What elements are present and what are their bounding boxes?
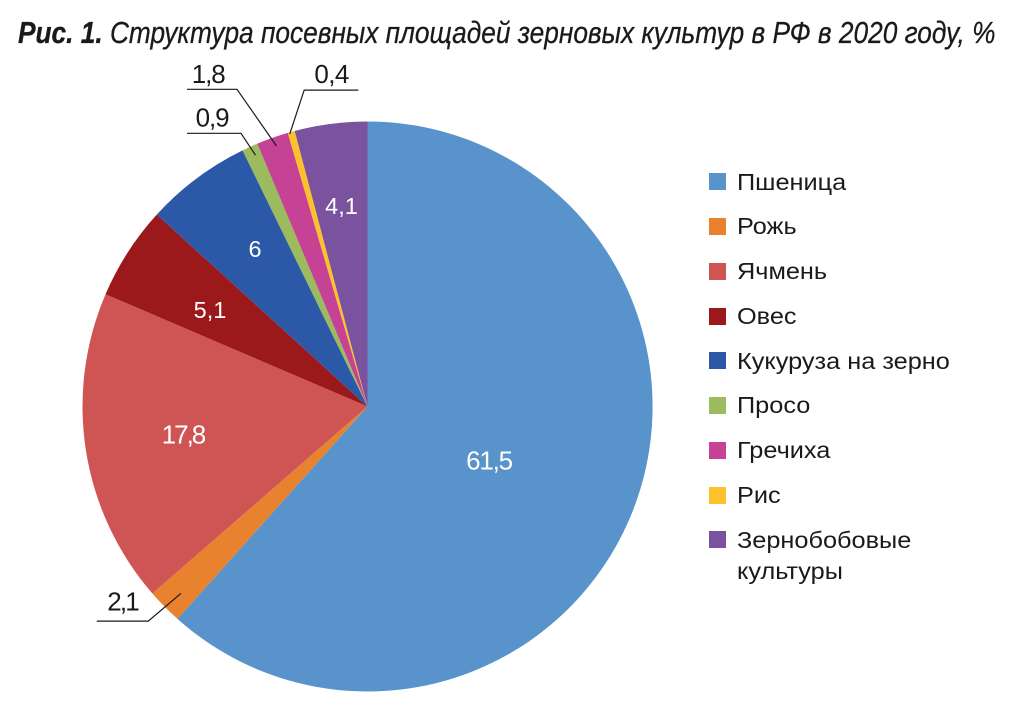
svg-text:6: 6 (248, 236, 261, 262)
svg-text:4,1: 4,1 (325, 193, 358, 219)
svg-text:0,9: 0,9 (196, 102, 230, 132)
svg-text:2,1: 2,1 (107, 587, 140, 617)
svg-text:5,1: 5,1 (194, 297, 227, 323)
svg-text:0,4: 0,4 (314, 59, 349, 89)
svg-text:17,8: 17,8 (162, 419, 207, 449)
svg-text:61,5: 61,5 (466, 445, 513, 475)
svg-text:1,8: 1,8 (192, 59, 226, 89)
